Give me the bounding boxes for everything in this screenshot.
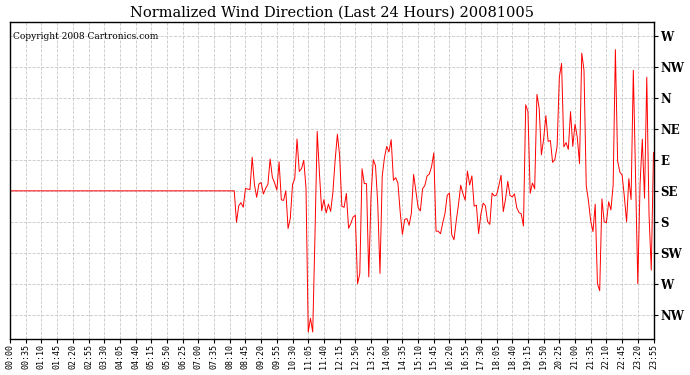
Title: Normalized Wind Direction (Last 24 Hours) 20081005: Normalized Wind Direction (Last 24 Hours… — [130, 6, 534, 20]
Text: Copyright 2008 Cartronics.com: Copyright 2008 Cartronics.com — [13, 32, 159, 40]
